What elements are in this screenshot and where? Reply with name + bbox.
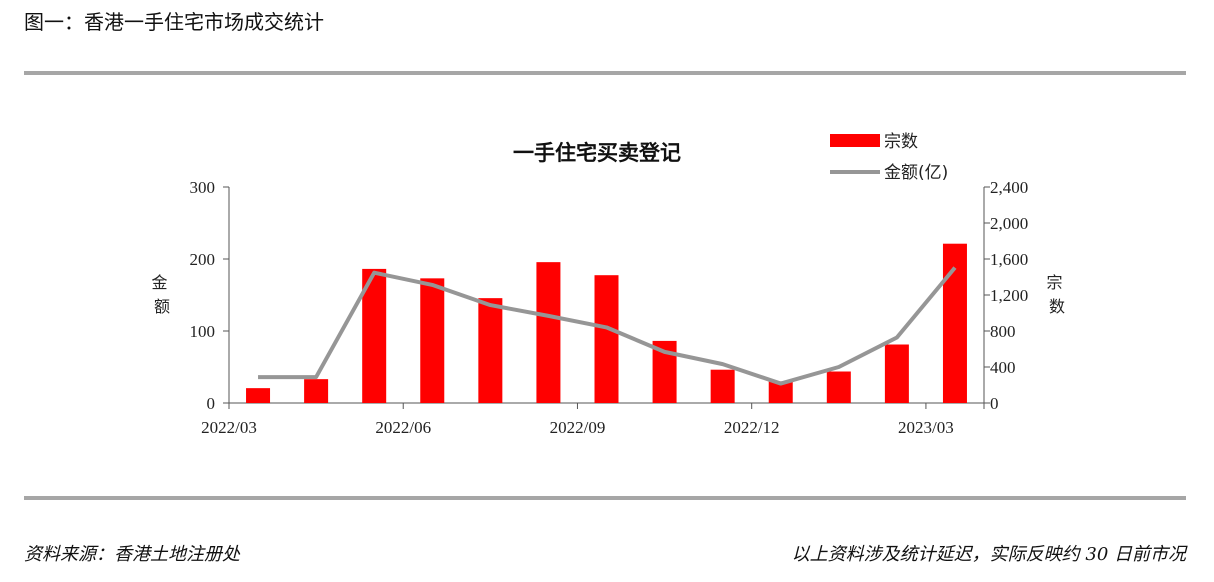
right-tick-label: 2,000	[990, 214, 1028, 233]
legend-label-count: 宗数	[884, 132, 918, 152]
chart-title: 一手住宅买卖登记	[513, 141, 681, 165]
left-axis-label: 金 额	[151, 273, 172, 316]
x-tick-label: 2022/12	[724, 418, 780, 437]
lag-note: 以上资料涉及统计延迟，实际反映约 30 日前市况	[791, 544, 1186, 565]
left-tick-label: 300	[190, 178, 216, 197]
legend-label-amount: 金额(亿)	[884, 163, 948, 183]
right-tick-label: 0	[990, 394, 999, 413]
left-tick-label: 200	[190, 250, 216, 269]
right-axis-label-char-2: 数	[1049, 297, 1065, 316]
line-amount	[258, 266, 957, 386]
right-tick-label: 400	[990, 358, 1016, 377]
left-tick-label: 0	[207, 394, 216, 413]
x-tick-label: 2022/06	[375, 418, 431, 437]
bar-count	[884, 344, 909, 403]
left-axis-label-char-1: 金	[151, 273, 167, 292]
right-axis-label-char-1: 宗	[1046, 273, 1062, 292]
source-note: 资料来源：香港土地注册处	[24, 544, 240, 565]
bar-count	[942, 243, 967, 403]
legend-swatch-count	[830, 134, 880, 147]
bar-count	[362, 268, 387, 403]
bar-count	[420, 278, 445, 403]
x-tick-label: 2023/03	[898, 418, 954, 437]
left-axis-label-char-2: 额	[154, 297, 170, 316]
bar-count	[710, 369, 735, 403]
figure-title: 图一：香港一手住宅市场成交统计	[24, 10, 324, 34]
left-tick-label: 100	[190, 322, 216, 341]
x-tick-label: 2022/09	[550, 418, 606, 437]
right-tick-label: 2,400	[990, 178, 1028, 197]
plot-layer: 0 100 200 300 0 400 800 1,200 1,600 2,000 2,400 202…	[190, 178, 1029, 437]
right-axis-label: 宗 数	[1046, 273, 1067, 316]
bar-count	[768, 381, 793, 403]
right-tick-label: 800	[990, 322, 1016, 341]
right-tick-label: 1,600	[990, 250, 1028, 269]
bottom-divider	[24, 496, 1186, 500]
bar-count	[246, 388, 271, 403]
bar-count	[594, 275, 619, 403]
bar-count	[304, 379, 329, 403]
top-divider	[24, 71, 1186, 75]
bar-count	[826, 371, 851, 403]
right-tick-label: 1,200	[990, 286, 1028, 305]
bar-count	[478, 298, 503, 403]
x-tick-label: 2022/03	[201, 418, 257, 437]
bar-count	[536, 262, 561, 403]
